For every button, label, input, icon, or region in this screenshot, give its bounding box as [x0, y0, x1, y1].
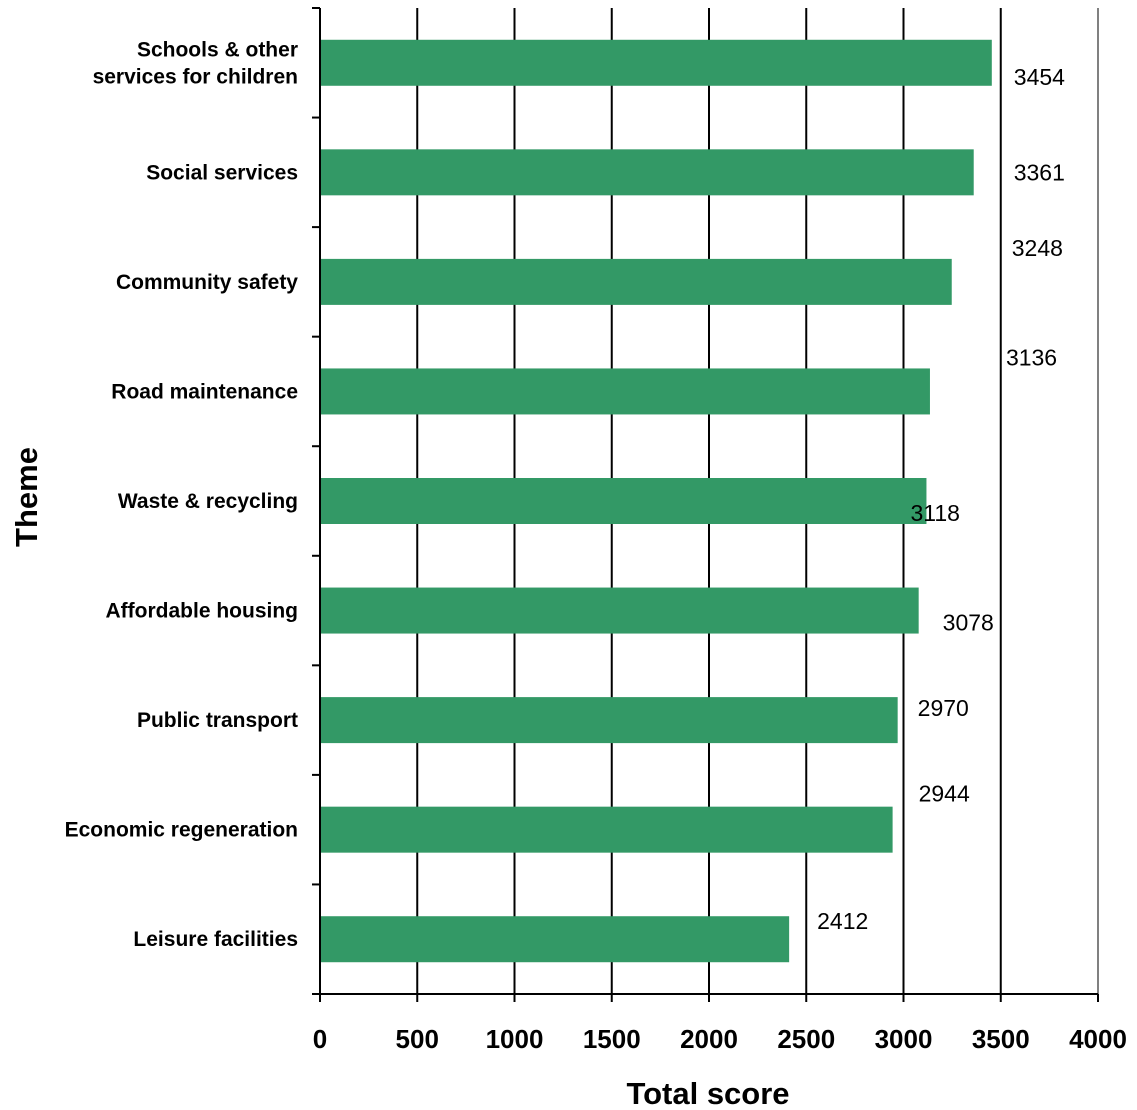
data-label: 3454	[1014, 64, 1065, 90]
data-label: 3118	[910, 500, 959, 526]
bar	[321, 258, 952, 305]
category-label: Waste & recycling	[118, 490, 298, 513]
data-label: 2944	[919, 781, 970, 807]
axes	[312, 7, 1099, 1002]
x-tick-label: 3500	[972, 1024, 1030, 1054]
x-axis-title: Total score	[626, 1076, 789, 1110]
bar	[321, 806, 893, 853]
data-label: 2412	[817, 908, 868, 934]
category-label: services for children	[93, 65, 298, 88]
x-tick-label: 500	[396, 1024, 439, 1054]
data-label: 3248	[1012, 235, 1063, 261]
x-tick-label: 2000	[680, 1024, 738, 1054]
x-tick-label: 3000	[875, 1024, 933, 1054]
data-label: 2970	[918, 695, 969, 721]
data-labels: 3454 3361 3248 3136 3118 3078 2970 2944 2412	[817, 64, 1065, 934]
x-tick-label: 1000	[486, 1024, 544, 1054]
y-axis-title: Theme	[9, 447, 44, 547]
x-tick-label: 4000	[1069, 1024, 1127, 1054]
bars	[321, 39, 992, 963]
data-label: 3078	[943, 610, 994, 636]
bar	[321, 478, 927, 524]
category-label: Affordable housing	[106, 600, 299, 623]
category-labels: Schools & other services for children Soci…	[65, 38, 299, 951]
x-tick-labels: 0 500 1000 1500 2000 2500 3000 3500 4000	[313, 1024, 1127, 1054]
bar	[321, 149, 974, 196]
category-label: Social services	[146, 161, 298, 184]
x-tick-label: 0	[313, 1024, 327, 1054]
category-label: Leisure facilities	[133, 928, 298, 951]
bar	[321, 916, 790, 963]
category-label: Schools & other	[137, 38, 298, 61]
data-label: 3361	[1014, 159, 1065, 185]
category-label: Economic regeneration	[65, 819, 298, 842]
x-tick-label: 1500	[583, 1024, 641, 1054]
category-label: Community safety	[116, 271, 298, 294]
category-label: Road maintenance	[111, 380, 298, 403]
data-label: 3136	[1006, 344, 1057, 370]
x-tick-label: 2500	[777, 1024, 835, 1054]
bar	[321, 587, 919, 634]
bar	[321, 39, 992, 86]
bar	[321, 368, 930, 415]
category-label: Public transport	[137, 709, 298, 732]
bar	[321, 697, 898, 744]
